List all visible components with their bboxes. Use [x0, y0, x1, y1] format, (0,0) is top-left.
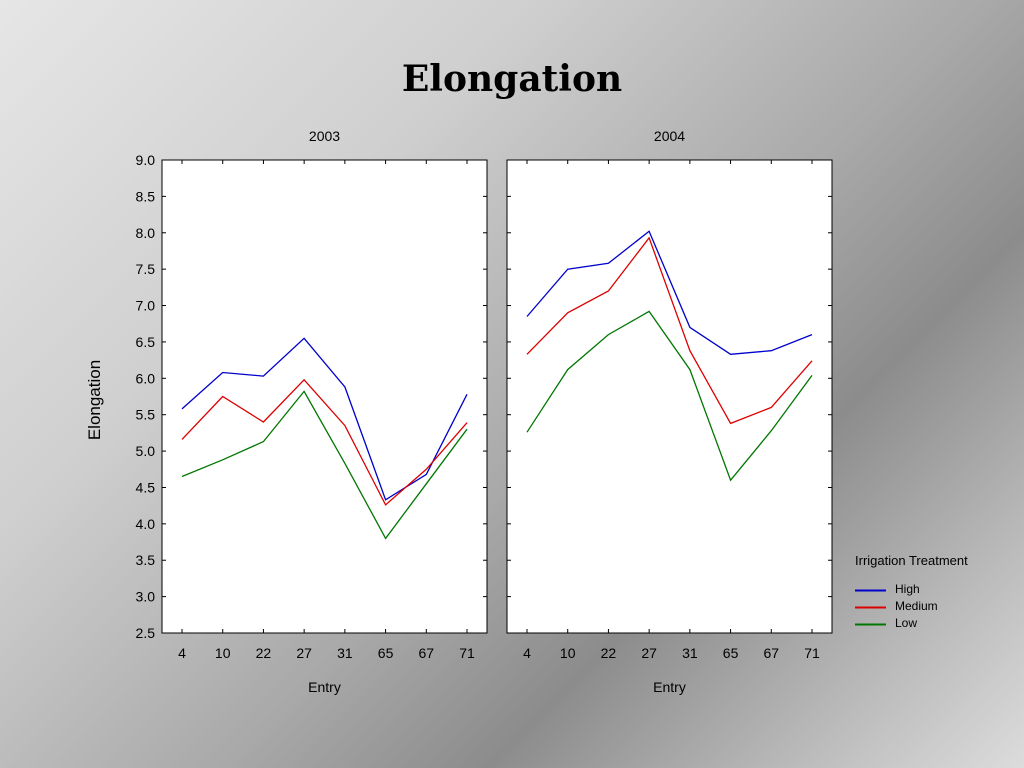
series-line-low-2004: [526, 310, 813, 482]
y-tick-label: 6.5: [136, 334, 156, 350]
y-tick-label: 6.0: [136, 370, 156, 386]
x-tick-label: 65: [378, 645, 394, 661]
x-tick-label: 67: [763, 645, 779, 661]
plot-panel-2004: [506, 159, 833, 634]
x-tick-label: 65: [723, 645, 739, 661]
x-tick-label: 4: [178, 645, 186, 661]
x-tick-label: 27: [296, 645, 312, 661]
slide-title: Elongation: [401, 58, 623, 100]
series-line-high-2003: [181, 337, 468, 501]
panel-title: 2004: [654, 128, 685, 144]
x-tick-label: 31: [337, 645, 353, 661]
x-tick-label: 67: [418, 645, 434, 661]
legend-label-medium: Medium: [895, 599, 938, 613]
legend-label-high: High: [895, 582, 920, 596]
y-tick-label: 4.0: [136, 516, 156, 532]
y-tick-label: 5.5: [136, 407, 156, 423]
y-tick-label: 7.5: [136, 261, 156, 277]
y-tick-label: 7.0: [136, 298, 156, 314]
series-line-medium-2004: [526, 236, 813, 425]
y-tick-label: 4.5: [136, 479, 156, 495]
x-tick-label: 10: [560, 645, 576, 661]
series-line-medium-2003: [181, 378, 468, 506]
x-tick-label: 27: [641, 645, 657, 661]
y-axis-title: Elongation: [85, 360, 104, 440]
panel-title: 2003: [309, 128, 340, 144]
x-tick-label: 4: [523, 645, 531, 661]
legend-title: Irrigation Treatment: [855, 553, 968, 568]
legend-label-low: Low: [895, 616, 917, 630]
x-tick-label: 22: [256, 645, 272, 661]
y-tick-label: 8.5: [136, 188, 156, 204]
x-tick-label: 10: [215, 645, 231, 661]
plot-panel-2003: [161, 159, 488, 634]
y-tick-label: 9.0: [136, 152, 156, 168]
x-tick-label: 22: [601, 645, 617, 661]
x-tick-label: 31: [682, 645, 698, 661]
x-tick-label: 71: [804, 645, 820, 661]
x-axis-title: Entry: [308, 679, 341, 695]
x-tick-label: 71: [459, 645, 475, 661]
series-line-high-2004: [526, 230, 813, 355]
y-tick-label: 3.0: [136, 589, 156, 605]
series-line-low-2003: [181, 390, 468, 540]
y-tick-label: 8.0: [136, 225, 156, 241]
y-tick-label: 5.0: [136, 443, 156, 459]
x-axis-title: Entry: [653, 679, 686, 695]
y-tick-label: 2.5: [136, 625, 156, 641]
y-tick-label: 3.5: [136, 552, 156, 568]
